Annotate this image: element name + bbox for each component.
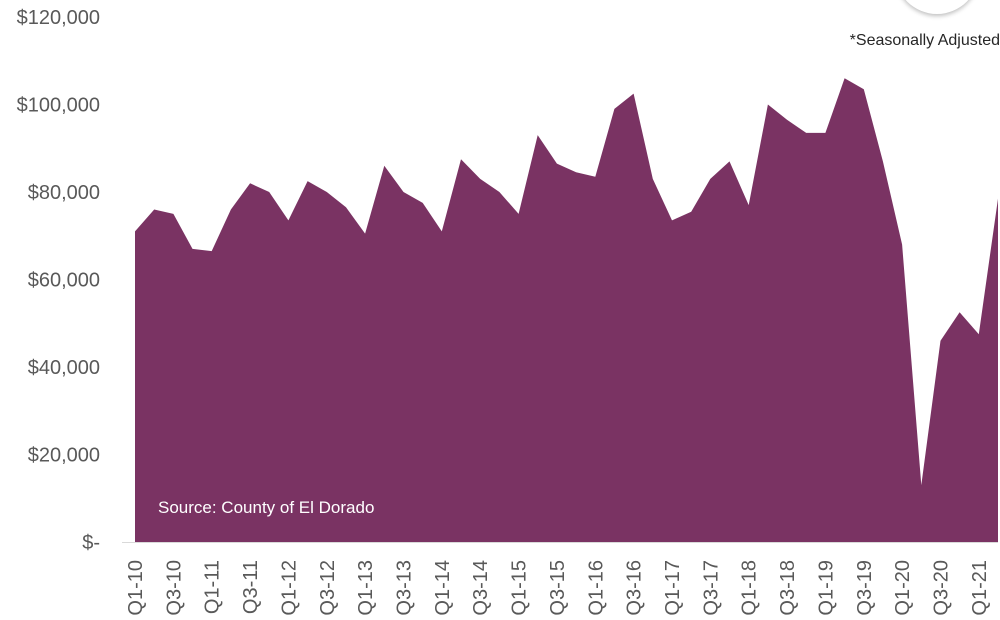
x-tick-label: Q1-11 — [202, 560, 224, 614]
x-tick-label: Q3-15 — [547, 560, 569, 616]
y-tick-label: $20,000 — [28, 445, 100, 467]
x-tick-label: Q3-19 — [854, 560, 876, 616]
x-tick-label: Q1-18 — [739, 560, 761, 616]
y-tick-label: $80,000 — [28, 182, 100, 204]
x-tick-label: Q1-10 — [125, 560, 147, 616]
x-tick-label: Q1-20 — [892, 560, 914, 616]
y-tick-label: $60,000 — [28, 270, 100, 292]
x-tick-label: Q1-21 — [969, 560, 991, 616]
y-tick-label: $100,000 — [17, 95, 100, 117]
x-tick-label: Q3-13 — [393, 560, 415, 616]
y-tick-label: $120,000 — [17, 7, 100, 29]
x-tick-label: Q3-14 — [470, 560, 492, 616]
x-tick-label: Q1-17 — [662, 560, 684, 616]
y-tick-label: $- — [82, 532, 100, 554]
x-tick-label: Q1-14 — [432, 560, 454, 616]
x-tick-label: Q1-19 — [815, 560, 837, 616]
x-tick-label: Q3-17 — [700, 560, 722, 616]
x-tick-label: Q3-18 — [777, 560, 799, 616]
x-tick-label: Q3-20 — [930, 560, 952, 616]
x-tick-label: Q3-12 — [317, 560, 339, 616]
x-tick-label: Q1-16 — [585, 560, 607, 616]
y-tick-label: $40,000 — [28, 357, 100, 379]
series-area — [135, 78, 998, 543]
x-tick-label: Q3-16 — [624, 560, 646, 616]
x-tick-label: Q1-13 — [355, 560, 377, 616]
x-tick-label: Q3-11 — [240, 560, 262, 614]
x-tick-label: Q1-15 — [509, 560, 531, 616]
x-tick-label: Q3-10 — [163, 560, 185, 616]
x-tick-label: Q1-12 — [278, 560, 300, 616]
source-label: Source: County of El Dorado — [158, 498, 375, 517]
seasonally-adjusted-note: *Seasonally Adjusted — [849, 32, 1000, 49]
